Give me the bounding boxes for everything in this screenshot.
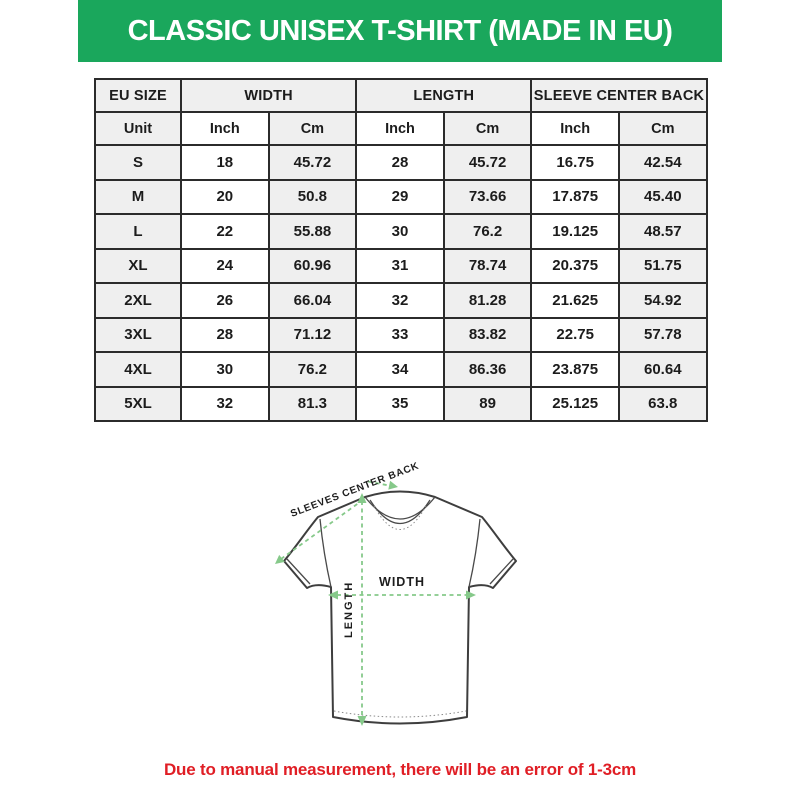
column-header: Unit <box>94 111 182 146</box>
unit-row: Unit Inch Cm Inch Cm Inch Cm <box>94 111 708 146</box>
column-header: 5XL <box>94 385 182 422</box>
table-cell: 17.875 <box>530 178 620 215</box>
table-cell: 32 <box>355 282 445 319</box>
table-cell: 21.625 <box>530 282 620 319</box>
table-cell: 60.64 <box>617 351 708 388</box>
table-cell: 20.375 <box>530 247 620 284</box>
table-cell: 34 <box>355 351 445 388</box>
table-row: S 18 45.72 28 45.72 16.75 42.54 <box>94 144 708 181</box>
column-header: 4XL <box>94 351 182 388</box>
table-cell: 28 <box>355 144 445 181</box>
table-cell: 55.88 <box>267 213 358 250</box>
table-cell: 57.78 <box>617 316 708 353</box>
table-cell: 18 <box>180 144 270 181</box>
tshirt-diagram: WIDTH LENGTH SLEEVES CENTER BACK <box>275 460 517 726</box>
column-header: M <box>94 178 182 215</box>
length-arrow: LENGTH <box>343 493 367 726</box>
column-header: Cm <box>267 111 358 146</box>
table-cell: 30 <box>180 351 270 388</box>
tshirt-outline <box>283 490 517 725</box>
table-row: XL 24 60.96 31 78.74 20.375 51.75 <box>94 247 708 284</box>
column-header: EU SIZE <box>94 78 182 113</box>
table-cell: 45.72 <box>442 144 533 181</box>
table-cell: 24 <box>180 247 270 284</box>
table-cell: 48.57 <box>617 213 708 250</box>
table-cell: 45.72 <box>267 144 358 181</box>
table-cell: 22 <box>180 213 270 250</box>
table-cell: 76.2 <box>267 351 358 388</box>
table-cell: 81.28 <box>442 282 533 319</box>
table-cell: 63.8 <box>617 385 708 422</box>
table-cell: 23.875 <box>530 351 620 388</box>
measurement-disclaimer: Due to manual measurement, there will be… <box>163 760 637 779</box>
size-chart-table-container: EU SIZE WIDTH LENGTH SLEEVE CENTER BACK Unit… <box>94 78 708 422</box>
table-cell: 16.75 <box>530 144 620 181</box>
table-cell: 73.66 <box>442 178 533 215</box>
table-cell: 71.12 <box>267 316 358 353</box>
table-cell: 30 <box>355 213 445 250</box>
table-cell: 89 <box>442 385 533 422</box>
table-cell: 25.125 <box>530 385 620 422</box>
size-chart-table: EU SIZE WIDTH LENGTH SLEEVE CENTER BACK Unit… <box>94 78 708 422</box>
table-cell: 76.2 <box>442 213 533 250</box>
column-header: Inch <box>180 111 270 146</box>
table-cell: 66.04 <box>267 282 358 319</box>
table-row: 3XL 28 71.12 33 83.82 22.75 57.78 <box>94 316 708 353</box>
table-cell: 20 <box>180 178 270 215</box>
table-cell: 83.82 <box>442 316 533 353</box>
title-banner: CLASSIC UNISEX T-SHIRT (MADE IN EU) <box>78 0 722 62</box>
table-cell: 54.92 <box>617 282 708 319</box>
column-header: S <box>94 144 182 181</box>
table-cell: 32 <box>180 385 270 422</box>
table-cell: 45.40 <box>617 178 708 215</box>
table-cell: 29 <box>355 178 445 215</box>
table-cell: 31 <box>355 247 445 284</box>
table-row: M 20 50.8 29 73.66 17.875 45.40 <box>94 178 708 215</box>
table-cell: 78.74 <box>442 247 533 284</box>
table-cell: 22.75 <box>530 316 620 353</box>
table-row: 2XL 26 66.04 32 81.28 21.625 54.92 <box>94 282 708 319</box>
table-row: 4XL 30 76.2 34 86.36 23.875 60.64 <box>94 351 708 388</box>
column-header: Cm <box>617 111 708 146</box>
table-cell: 33 <box>355 316 445 353</box>
table-cell: 86.36 <box>442 351 533 388</box>
table-cell: 28 <box>180 316 270 353</box>
page-title: CLASSIC UNISEX T-SHIRT (MADE IN EU) <box>127 14 673 47</box>
table-cell: 50.8 <box>267 178 358 215</box>
length-label: LENGTH <box>343 581 355 638</box>
column-header: Inch <box>530 111 620 146</box>
table-cell: 81.3 <box>267 385 358 422</box>
column-header: Cm <box>442 111 533 146</box>
table-cell: 35 <box>355 385 445 422</box>
table-cell: 42.54 <box>617 144 708 181</box>
column-header: 2XL <box>94 282 182 319</box>
table-cell: 26 <box>180 282 270 319</box>
column-header: LENGTH <box>355 78 533 113</box>
column-header: 3XL <box>94 316 182 353</box>
header-row: EU SIZE WIDTH LENGTH SLEEVE CENTER BACK <box>94 78 708 113</box>
column-header: XL <box>94 247 182 284</box>
width-arrow: WIDTH <box>328 575 476 600</box>
column-header: L <box>94 213 182 250</box>
width-label: WIDTH <box>379 575 425 589</box>
column-header: SLEEVE CENTER BACK <box>530 78 708 113</box>
column-header: Inch <box>355 111 445 146</box>
table-row: L 22 55.88 30 76.2 19.125 48.57 <box>94 213 708 250</box>
table-cell: 19.125 <box>530 213 620 250</box>
table-cell: 51.75 <box>617 247 708 284</box>
table-cell: 60.96 <box>267 247 358 284</box>
table-row: 5XL 32 81.3 35 89 25.125 63.8 <box>94 385 708 422</box>
column-header: WIDTH <box>179 78 358 113</box>
